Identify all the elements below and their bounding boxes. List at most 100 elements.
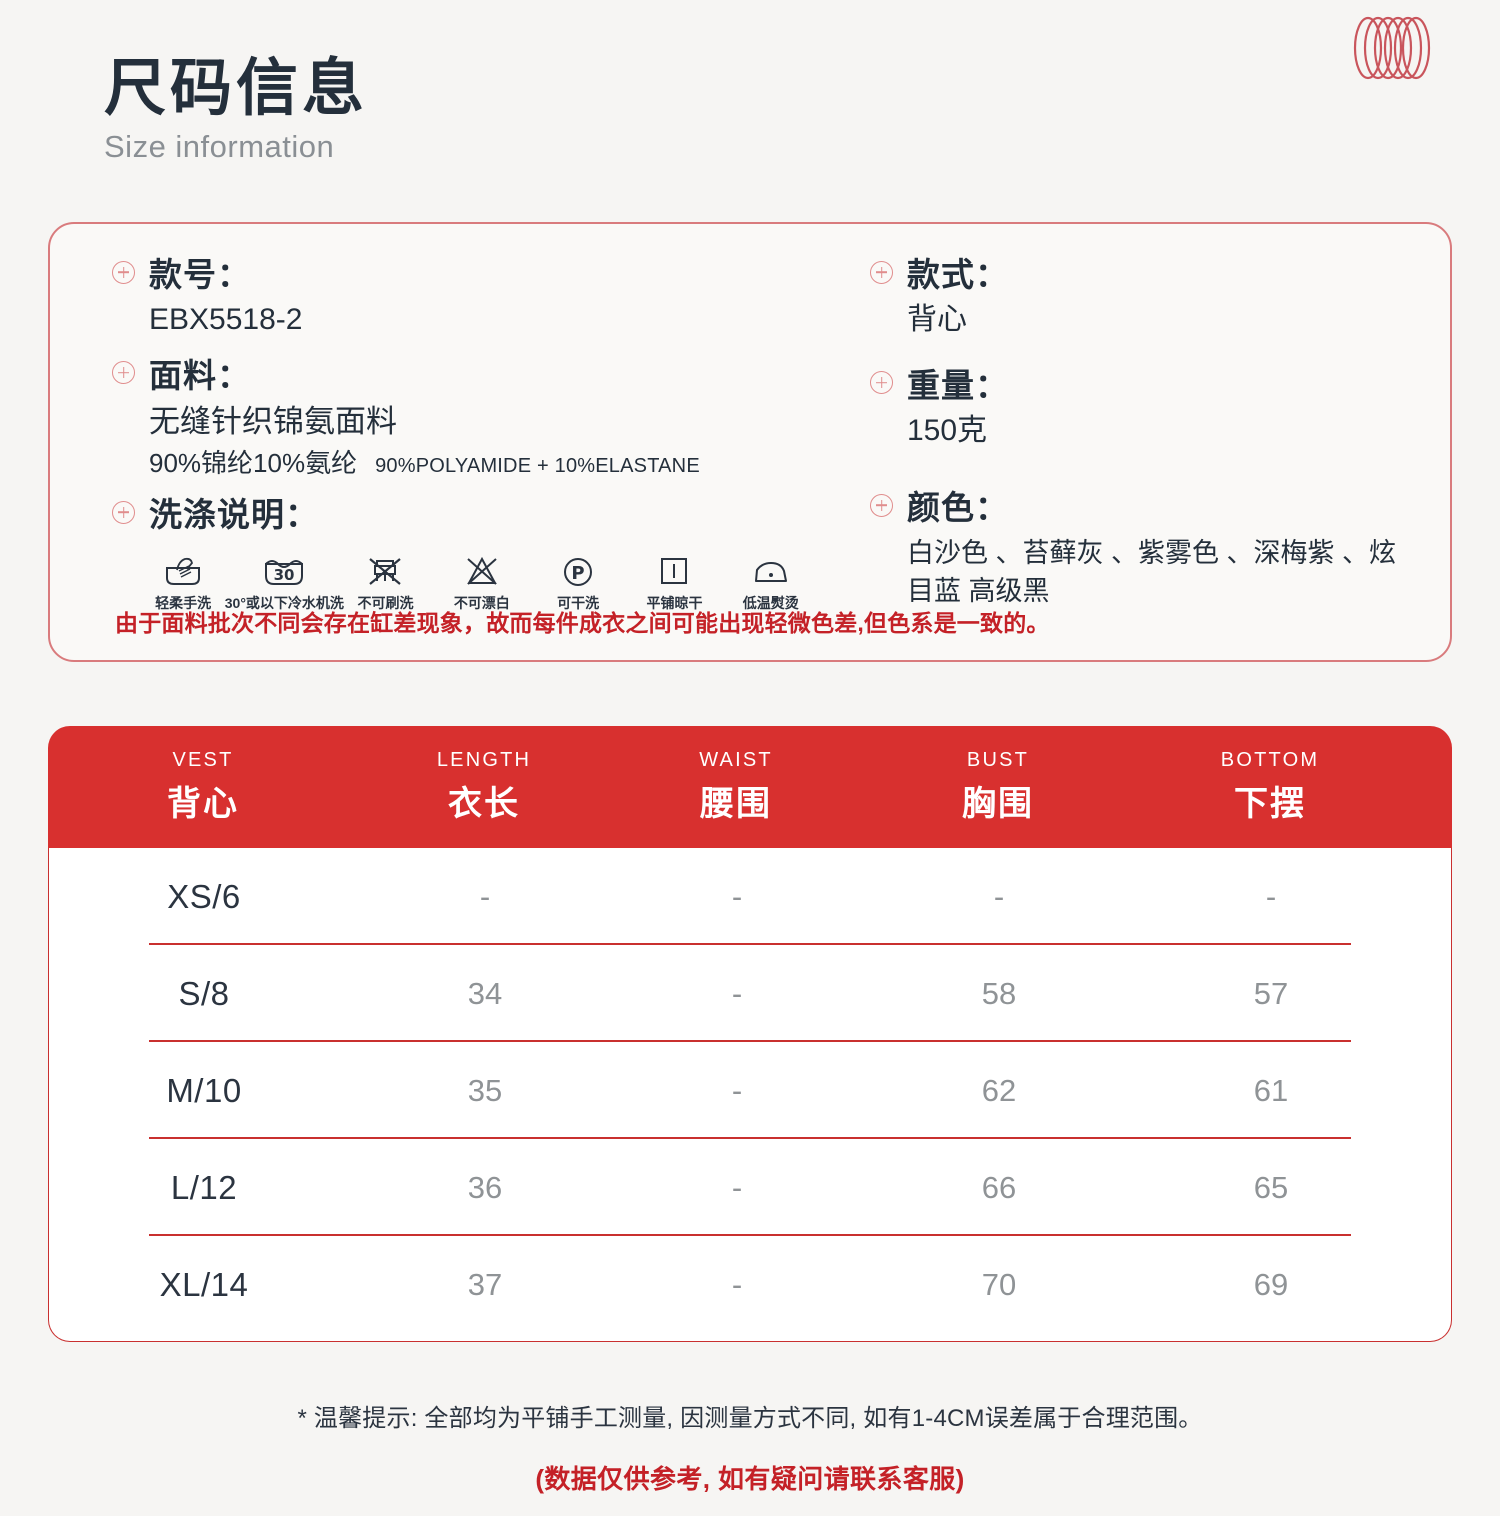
page-subtitle: Size information xyxy=(104,129,335,165)
flat-dry-icon xyxy=(657,548,691,588)
header-en: VEST xyxy=(172,749,234,771)
cell-waist: - xyxy=(731,1072,743,1108)
table-header-cell-vest: VEST 背心 xyxy=(48,749,358,825)
field-label: 面料： xyxy=(149,355,251,395)
info-right-column: 款式： 背心 重量： 150克 颜色： 白沙色 、苔藓灰 、紫雾色 、深梅紫 、… xyxy=(870,248,1410,619)
wash-care-item: 30 30°或以下冷水机洗 xyxy=(225,548,344,613)
field-value: 无缝针织锦氨面料 xyxy=(149,403,397,439)
page-title: 尺码信息 xyxy=(104,51,369,124)
wash-care-label: 不可刷洗 xyxy=(357,595,414,612)
table-header-cell-length: LENGTH 衣长 xyxy=(358,749,610,825)
wash-care-label: 低温熨烫 xyxy=(742,595,799,612)
fabric-mix-en: 90%POLYAMIDE + 10%ELASTANE xyxy=(375,455,700,478)
table-row: M/10 35 - 62 61 xyxy=(49,1042,1451,1139)
table-row: S/8 34 - 58 57 xyxy=(49,945,1451,1042)
measurement-note: * 温馨提示: 全部均为平铺手工测量, 因测量方式不同, 如有1-4CM误差属于… xyxy=(297,1405,1203,1432)
cell-bottom: 57 xyxy=(1253,975,1289,1011)
field-value: 150克 xyxy=(907,413,988,447)
wash-care-label: 平铺晾干 xyxy=(646,595,703,612)
cell-bust: 58 xyxy=(981,975,1017,1011)
header-en: BUST xyxy=(966,749,1030,771)
plus-circle-icon xyxy=(112,260,135,284)
color-list: 白沙色 、苔藓灰 、紫雾色 、深梅紫 、炫目蓝 高级黑 xyxy=(907,538,1397,607)
header-en: LENGTH xyxy=(436,749,532,771)
reference-note: (数据仅供参考, 如有疑问请联系客服) xyxy=(535,1464,965,1494)
no-bleach-icon xyxy=(463,548,501,588)
size-table: VEST 背心 LENGTH 衣长 WAIST 腰围 BUST 胸围 BOTTO… xyxy=(48,726,1452,1342)
field-wash-instructions: 洗涤说明： 轻柔手洗 xyxy=(112,488,812,613)
plus-circle-icon xyxy=(112,361,135,384)
plus-circle-icon xyxy=(112,500,135,524)
cell-bottom: - xyxy=(1265,878,1277,914)
wash-care-item: P 可干洗 xyxy=(537,548,619,613)
header-cn: 背心 xyxy=(167,784,239,824)
cell-bust: - xyxy=(993,878,1005,914)
field-value: EBX5518-2 xyxy=(149,303,303,336)
field-colors: 颜色： 白沙色 、苔藓灰 、紫雾色 、深梅紫 、炫目蓝 高级黑 xyxy=(870,481,1410,611)
wash-care-label: 可干洗 xyxy=(557,595,600,612)
page-header: 尺码信息 Size information xyxy=(104,52,1404,165)
hand-wash-icon xyxy=(163,548,203,588)
wash-care-symbol-row: 轻柔手洗 30 30°或以下冷水机洗 xyxy=(142,548,812,613)
field-label: 重量： xyxy=(907,365,1009,405)
cell-length: - xyxy=(479,878,491,914)
field-weight: 重量： 150克 xyxy=(870,359,1410,452)
field-label: 款号： xyxy=(149,255,251,294)
table-row: L/12 36 - 66 65 xyxy=(49,1139,1451,1236)
wash-care-item: 不可刷洗 xyxy=(344,548,426,613)
dry-clean-p-icon: P xyxy=(560,548,596,588)
product-info-card: 款号： EBX5518-2 面料： 无缝针织锦氨面料 90%锦纶10%氨纶 90… xyxy=(48,222,1452,662)
cell-waist: - xyxy=(731,878,743,914)
table-row: XS/6 - - - - xyxy=(49,848,1451,945)
fabric-composition: 90%锦纶10%氨纶 90%POLYAMIDE + 10%ELASTANE xyxy=(149,443,812,480)
svg-text:P: P xyxy=(572,563,585,584)
cell-waist: - xyxy=(731,975,743,1011)
cell-length: 36 xyxy=(467,1169,503,1205)
footer-notes: * 温馨提示: 全部均为平铺手工测量, 因测量方式不同, 如有1-4CM误差属于… xyxy=(0,1398,1500,1496)
header-cn: 衣长 xyxy=(448,784,520,824)
cell-bust: 70 xyxy=(981,1266,1017,1302)
field-fabric: 面料： 无缝针织锦氨面料 90%锦纶10%氨纶 90%POLYAMIDE + 1… xyxy=(112,349,812,481)
no-brush-wash-icon xyxy=(365,548,405,588)
table-header-cell-bottom: BOTTOM 下摆 xyxy=(1134,749,1406,825)
cell-size: S/8 xyxy=(178,974,230,1012)
cell-bottom: 61 xyxy=(1253,1072,1289,1108)
header-cn: 下摆 xyxy=(1234,784,1306,824)
table-row: XL/14 37 - 70 69 xyxy=(49,1236,1451,1333)
plus-circle-icon xyxy=(870,493,893,517)
cell-bottom: 69 xyxy=(1253,1266,1289,1302)
low-heat-iron-icon xyxy=(751,548,791,588)
size-table-header-row: VEST 背心 LENGTH 衣长 WAIST 腰围 BUST 胸围 BOTTO… xyxy=(48,726,1452,848)
cell-size: M/10 xyxy=(166,1071,242,1109)
cell-waist: - xyxy=(731,1266,743,1302)
fabric-mix-cn: 90%锦纶10%氨纶 xyxy=(149,448,358,479)
wash-care-label: 轻柔手洗 xyxy=(155,595,212,612)
wash-care-label: 30°或以下冷水机洗 xyxy=(224,595,344,612)
cell-bust: 66 xyxy=(981,1169,1017,1205)
plus-circle-icon xyxy=(870,260,893,284)
field-style-number: 款号： EBX5518-2 xyxy=(112,248,812,341)
field-label: 颜色： xyxy=(907,488,1009,527)
cell-length: 37 xyxy=(467,1266,503,1302)
info-left-column: 款号： EBX5518-2 面料： 无缝针织锦氨面料 90%锦纶10%氨纶 90… xyxy=(112,248,812,621)
wash-care-item: 不可漂白 xyxy=(441,548,523,613)
table-header-cell-waist: WAIST 腰围 xyxy=(610,749,862,825)
cell-size: XS/6 xyxy=(167,877,241,915)
wash-care-item: 平铺晾干 xyxy=(633,548,715,613)
brand-rings-logo xyxy=(1353,16,1431,80)
wash-care-item: 低温熨烫 xyxy=(730,548,812,613)
machine-wash-30-icon: 30 xyxy=(262,548,306,588)
cell-bottom: 65 xyxy=(1253,1169,1289,1205)
header-cn: 胸围 xyxy=(962,784,1034,824)
field-value: 背心 xyxy=(907,303,967,336)
cell-waist: - xyxy=(731,1169,743,1205)
plus-circle-icon xyxy=(870,371,893,394)
color-variance-warning: 由于面料批次不同会存在缸差现象，故而每件成衣之间可能出现轻微色差,但色系是一致的… xyxy=(115,610,1050,636)
header-en: WAIST xyxy=(699,749,773,771)
cell-size: L/12 xyxy=(170,1168,238,1206)
cell-length: 34 xyxy=(467,975,503,1011)
svg-text:30: 30 xyxy=(274,566,295,584)
field-label: 款式： xyxy=(907,255,1009,294)
field-label: 洗涤说明： xyxy=(149,495,319,535)
cell-size: XL/14 xyxy=(159,1265,249,1303)
